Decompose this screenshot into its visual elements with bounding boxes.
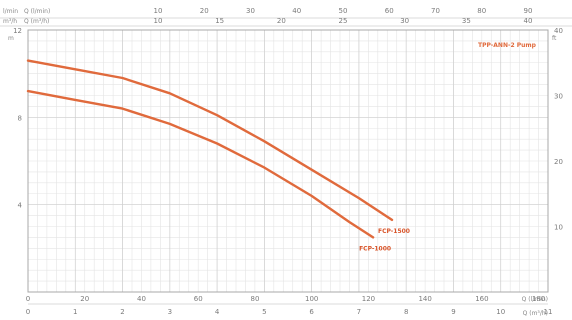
plot-frame — [27, 29, 549, 293]
x-axis-ticks: 0 1 2 3 4 5 6 7 8 9 10 11 — [26, 308, 553, 316]
top-axis-2-tick-label: 10 — [154, 17, 163, 25]
series-line-fcp-1500 — [26, 59, 394, 222]
series-label-fcp-1500: FCP-1500 — [378, 228, 410, 235]
top-axis-1-tick-label: 10 — [154, 7, 163, 15]
x-lpm-tick-label: 20 — [80, 295, 89, 303]
x-tick-label: 8 — [404, 308, 408, 316]
top-axis-1-tick-label: 70 — [431, 7, 440, 15]
top-axis-2-tick-label: 20 — [277, 17, 286, 25]
top-axis-1-tick-label: 90 — [524, 7, 533, 15]
y-axis-right-ticks: 10 20 30 40 — [554, 27, 563, 232]
top-axis-2-tick-label: 15 — [215, 17, 224, 25]
top-axis-2-tick-label: 35 — [462, 17, 471, 25]
x-lpm-tick-label: 160 — [475, 295, 488, 303]
x-tick-label: 5 — [262, 308, 266, 316]
x-lpm-tick-label: 180 — [532, 295, 545, 303]
y-tick-label-right: 10 — [554, 224, 563, 232]
x-axis-unit: Q (m³/h) — [523, 310, 548, 317]
legend-text: TPP-ANN-2 Pump — [478, 42, 537, 49]
top-axis-1-tick-label: 30 — [246, 7, 255, 15]
x-tick-label: 7 — [357, 308, 361, 316]
y-tick-label-left: 12 — [13, 27, 22, 35]
y-tick-label-right: 20 — [554, 158, 563, 166]
top-axis-1-tick-label: 40 — [292, 7, 301, 15]
x-lpm-tick-label: 120 — [362, 295, 375, 303]
x-lpm-tick-label: 60 — [194, 295, 203, 303]
top-axis-2-tick-label: 30 — [400, 17, 409, 25]
y-tick-label-left: 4 — [18, 202, 23, 210]
x-lpm-tick-label: 100 — [305, 295, 318, 303]
y-tick-label-right: 30 — [554, 93, 563, 101]
y-tick-label-right: 40 — [554, 27, 563, 35]
top-axis-2-ticks: 10 15 20 25 30 35 40 — [154, 17, 533, 25]
y-axis-left-ticks: 4 8 12 — [13, 27, 22, 210]
x-lpm-tick-label: 80 — [250, 295, 259, 303]
top-row1-left-text: Q (l/min) — [24, 8, 50, 15]
top-axis-1-tick-label: 60 — [385, 7, 394, 15]
x-lpm-tick-label: 0 — [26, 295, 30, 303]
top-header: l/min Q (l/min) m³/h Q (m³/h) 10 20 30 40 50… — [0, 7, 572, 27]
x-lpm-tick-label: 40 — [137, 295, 146, 303]
x-tick-label: 2 — [120, 308, 124, 316]
series-line-fcp-1000 — [26, 89, 375, 239]
series-label-fcp-1000: FCP-1000 — [359, 245, 391, 252]
x-tick-label: 10 — [496, 308, 505, 316]
top-axis-1-tick-label: 50 — [339, 7, 348, 15]
top-row1-label: l/min — [3, 8, 18, 15]
x-tick-label: 9 — [451, 308, 455, 316]
top-axis-1-ticks: 10 20 30 40 50 60 70 80 90 — [154, 7, 533, 15]
top-axis-2-tick-label: 25 — [339, 17, 348, 25]
x-lpm-tick-label: 140 — [418, 295, 431, 303]
top-row2-left-text: Q (m³/h) — [24, 18, 49, 25]
top-axis-1-tick-label: 80 — [477, 7, 486, 15]
chart-grid — [28, 30, 548, 292]
x-tick-label: 6 — [309, 308, 314, 316]
top-axis-1-tick-label: 20 — [200, 7, 209, 15]
y-tick-label-left: 8 — [18, 114, 22, 122]
x-tick-label: 0 — [26, 308, 30, 316]
top-axis-2-tick-label: 40 — [524, 17, 533, 25]
x-axis-lpm-ticks: 0 20 40 60 80 100 120 140 160 180 — [26, 295, 546, 303]
y-axis-left-unit: m — [8, 35, 14, 42]
x-tick-label: 1 — [73, 308, 77, 316]
x-tick-label: 3 — [168, 308, 172, 316]
y-axis-right-unit: ft — [552, 35, 557, 42]
top-row2-label: m³/h — [3, 18, 17, 25]
x-tick-label: 11 — [544, 308, 553, 316]
x-axis-lpm-unit: Q (l/min) — [522, 296, 548, 303]
x-tick-label: 4 — [215, 308, 220, 316]
series-layer: FCP-1500 FCP-1000 — [26, 59, 410, 252]
